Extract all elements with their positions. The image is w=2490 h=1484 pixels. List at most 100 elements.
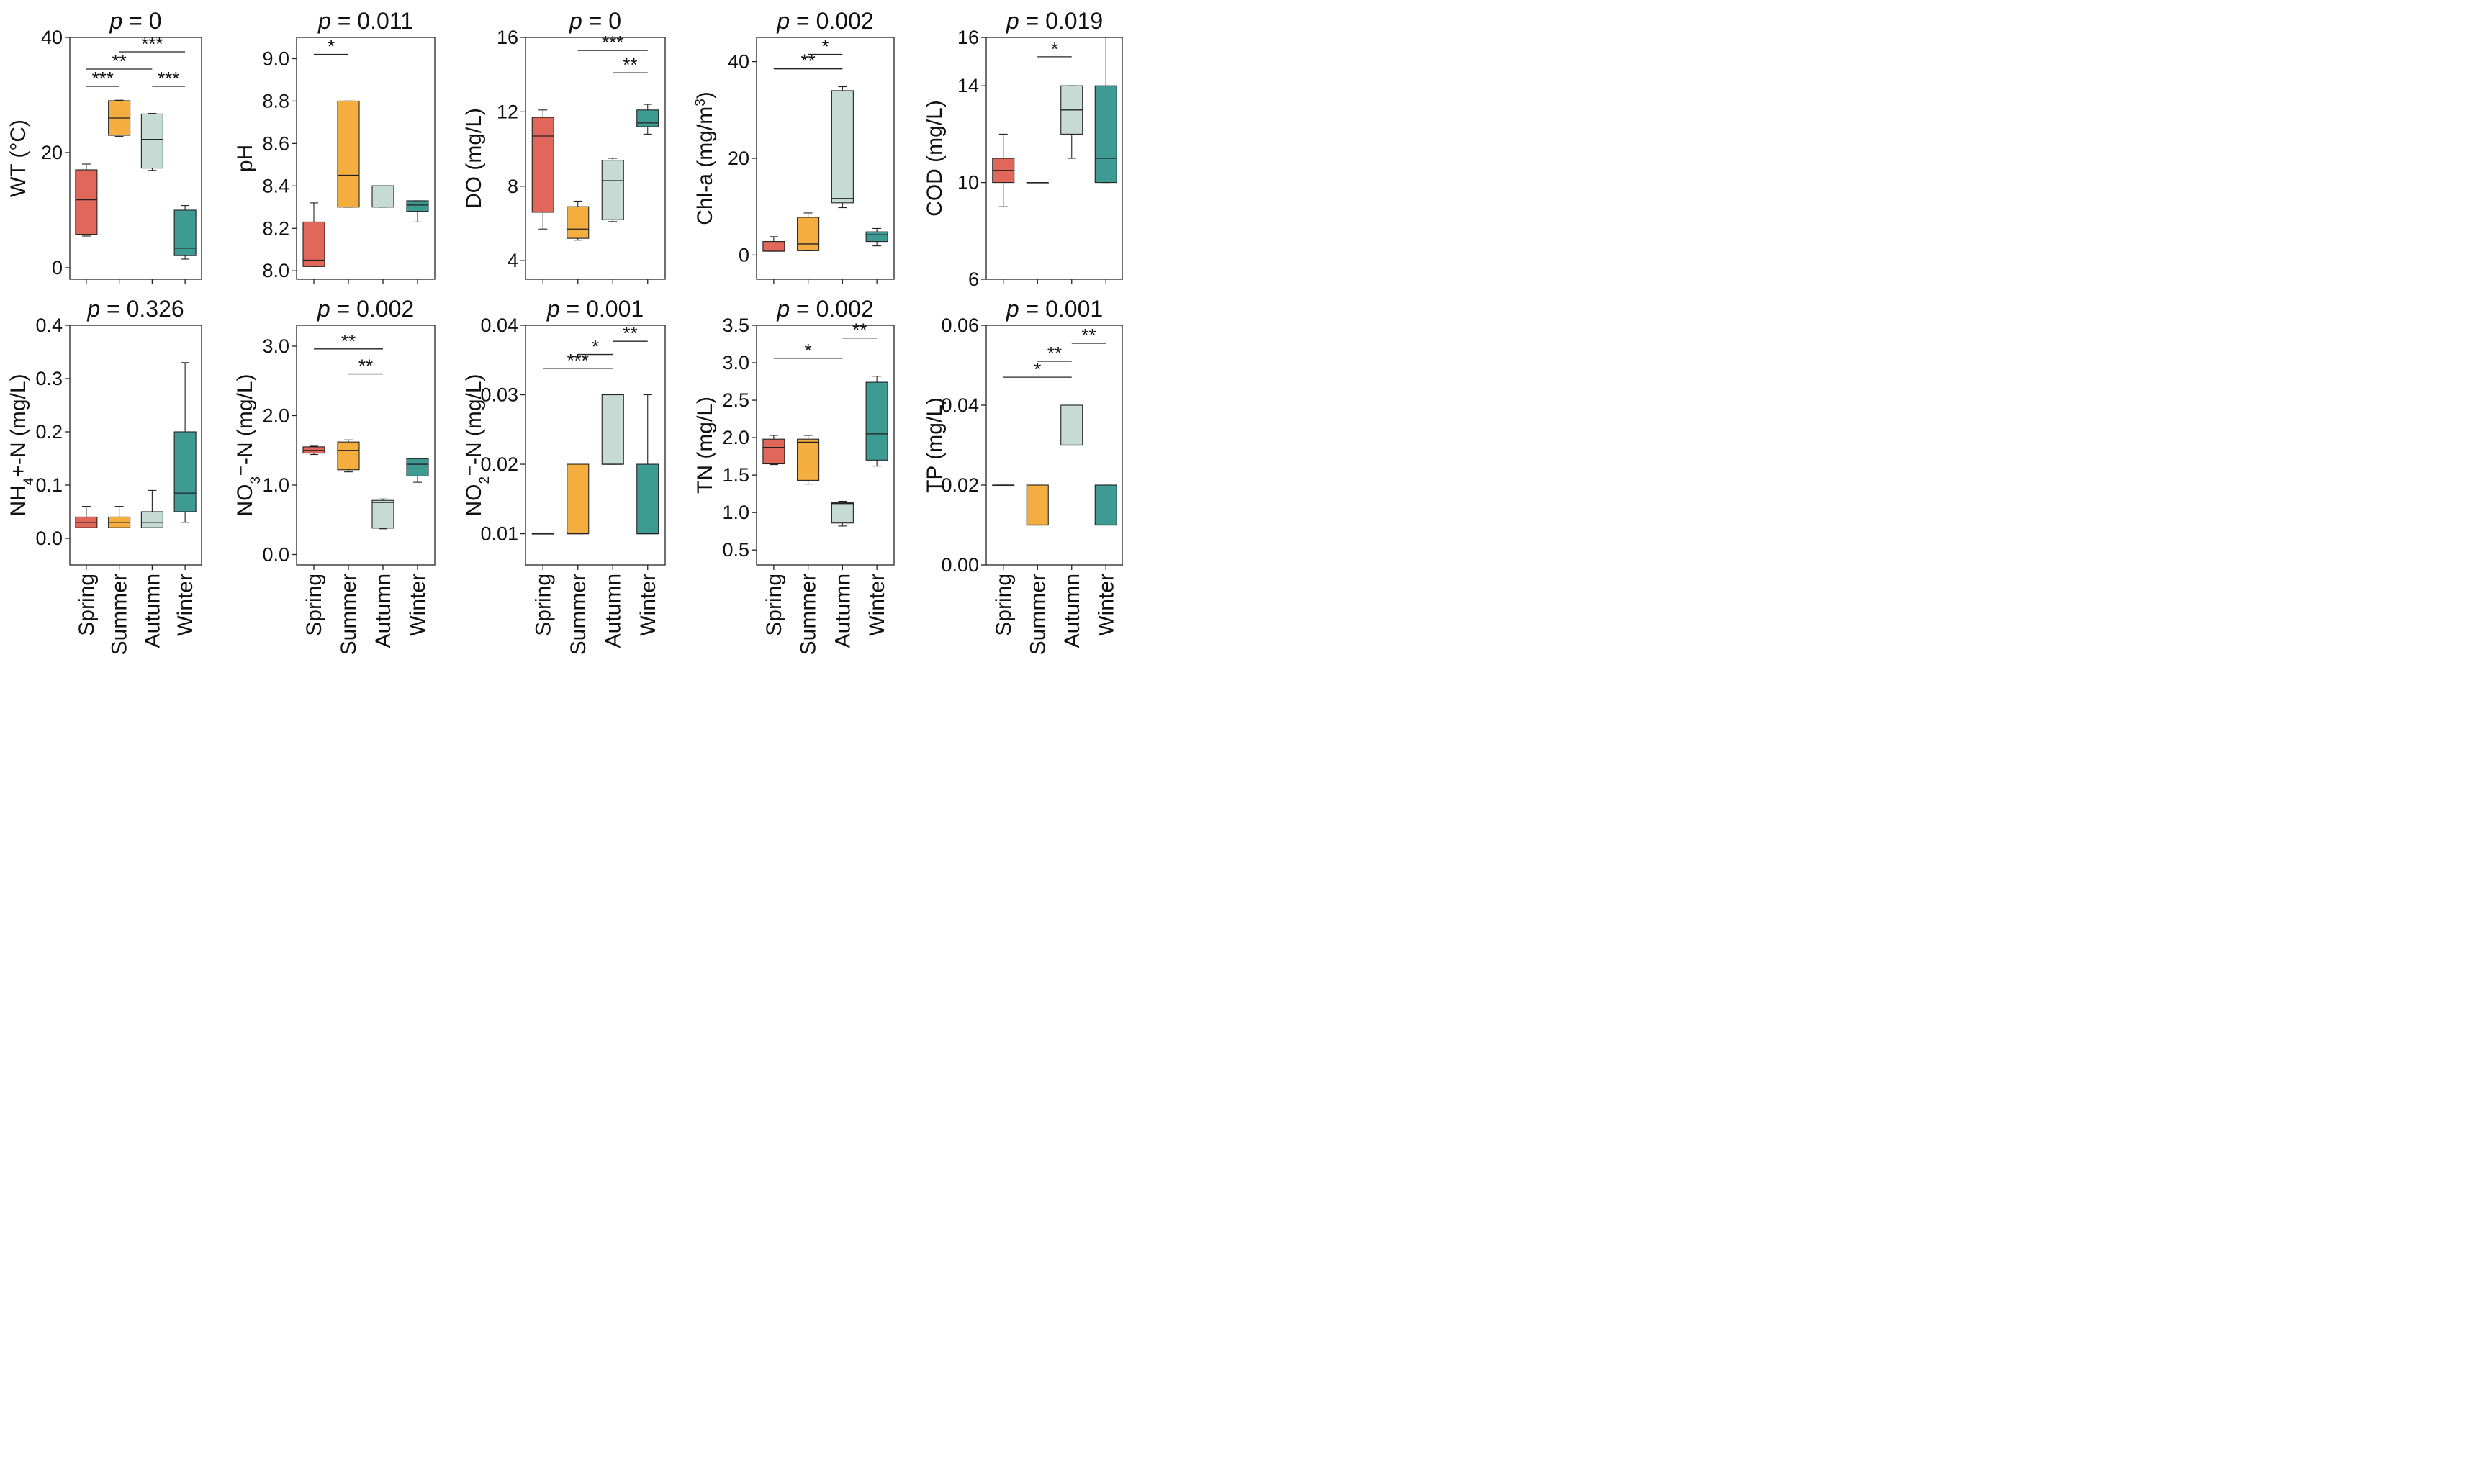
x-category-label: Spring (302, 574, 326, 636)
iqr-box (636, 463, 659, 535)
x-category-label: Winter (865, 574, 889, 636)
panel-title: p = 0.019 (1006, 8, 1103, 34)
significance-stars: ** (341, 330, 356, 352)
y-tick-label: 0.2 (35, 421, 63, 443)
p-symbol: p (776, 8, 790, 34)
y-axis-label: TN (mg/L) (693, 397, 717, 494)
box-spring (992, 484, 1015, 487)
y-tick-label: 12 (497, 101, 518, 122)
x-category-label: Summer (567, 574, 590, 655)
plot-frame (985, 37, 1123, 280)
box-spring (302, 202, 325, 267)
y-tick-label: 0.3 (35, 368, 63, 389)
iqr-box (337, 441, 360, 471)
box-autumn (831, 86, 854, 209)
y-tick-label: 10 (957, 172, 979, 194)
y-axis-label: Chl-a (mg/m3) (693, 91, 718, 225)
p-symbol: p (776, 296, 790, 322)
box-winter (865, 376, 888, 467)
y-tick-label: 8.6 (262, 132, 289, 154)
y-tick-label: 0.00 (941, 554, 979, 576)
panel-6: 0.0 1.0 2.0 3.0 NO3⁻-N (mg/L) p = 0.002 **** Sp… (233, 296, 436, 655)
p-symbol: p (546, 296, 560, 322)
box-winter (173, 205, 197, 260)
y-tick-label: 8 (508, 176, 518, 197)
iqr-box (636, 109, 659, 127)
y-axis-label: NO2⁻-N (mg/L) (462, 374, 492, 516)
panel-8: 0.51.01.52.02.53.03.5TN (mg/L)p = 0.002*… (693, 296, 895, 655)
box-spring (762, 435, 785, 466)
iqr-box (762, 241, 785, 252)
x-category-label: Spring (531, 574, 555, 636)
y-tick-label: 0.04 (480, 315, 518, 336)
box-summer (1026, 181, 1049, 184)
panel-title: p = 0.002 (776, 296, 873, 322)
p-value: = 0.002 (790, 8, 874, 34)
box-summer (337, 439, 360, 473)
significance-stars: *** (567, 350, 589, 371)
y-tick-label: 0.06 (941, 315, 979, 336)
y-tick-label: 9.0 (262, 47, 289, 69)
iqr-box (831, 90, 854, 204)
significance-stars: * (1051, 38, 1058, 60)
x-category-label: Winter (173, 574, 197, 636)
box-summer (797, 435, 820, 485)
box-summer (567, 463, 590, 535)
p-symbol: p (317, 8, 331, 34)
p-symbol: p (109, 8, 122, 34)
y-tick-label: 0 (52, 257, 63, 279)
panel-2: 4 8 12 16 DO (mg/L) p = 0***** (462, 8, 666, 284)
p-value: = 0 (122, 8, 161, 34)
plot-frame (69, 37, 202, 280)
box-summer (108, 506, 131, 528)
box-summer (567, 200, 590, 241)
iqr-box (762, 438, 785, 465)
y-axis-label-part: NH (6, 485, 30, 516)
panel-title: p = 0.001 (546, 296, 644, 322)
significance-stars: ** (623, 54, 637, 76)
y-axis-label-part: 2 (477, 476, 492, 484)
box-winter (636, 104, 659, 135)
iqr-box (140, 113, 163, 169)
y-axis-label-part: ) (6, 119, 30, 127)
x-category-label: Autumn (140, 574, 164, 648)
iqr-box (865, 231, 888, 243)
box-winter (406, 458, 429, 483)
iqr-box (1094, 484, 1117, 526)
y-axis-label-part: +-N (mg/L) (6, 374, 30, 477)
box-spring (992, 133, 1015, 207)
y-tick-label: 0.1 (35, 474, 63, 496)
x-category-label: Summer (337, 574, 361, 655)
y-tick-label: 1.0 (722, 502, 749, 523)
p-symbol: p (1006, 8, 1019, 34)
x-category-label: Winter (1094, 574, 1118, 636)
plot-frame (525, 325, 666, 566)
significance-stars: *** (158, 68, 179, 89)
box-autumn (601, 394, 624, 465)
significance-stars: * (821, 36, 829, 58)
iqr-box (1094, 85, 1117, 184)
significance-stars: * (328, 36, 335, 58)
p-value: = 0.019 (1019, 8, 1104, 34)
significance-stars: ** (1081, 325, 1096, 346)
significance-stars: ** (623, 322, 637, 344)
x-category-label: Autumn (1060, 574, 1084, 648)
panel-1: 8.0 8.2 8.4 8.6 8.8 9.0 pH p = 0.011* (233, 8, 436, 284)
significance-stars: ** (358, 356, 373, 377)
iqr-box (75, 169, 98, 235)
y-tick-label: 0.5 (722, 539, 749, 561)
iqr-box (601, 394, 624, 465)
plot-frame (296, 325, 436, 566)
box-spring (75, 506, 98, 528)
y-tick-label: 0.03 (480, 384, 518, 406)
iqr-box (1026, 484, 1049, 526)
significance-stars: ** (112, 50, 127, 72)
box-summer (797, 212, 820, 251)
p-symbol: p (86, 296, 100, 322)
plot-frame (525, 37, 666, 280)
p-value: = 0.326 (100, 296, 184, 322)
y-tick-label: 2.0 (262, 404, 289, 426)
